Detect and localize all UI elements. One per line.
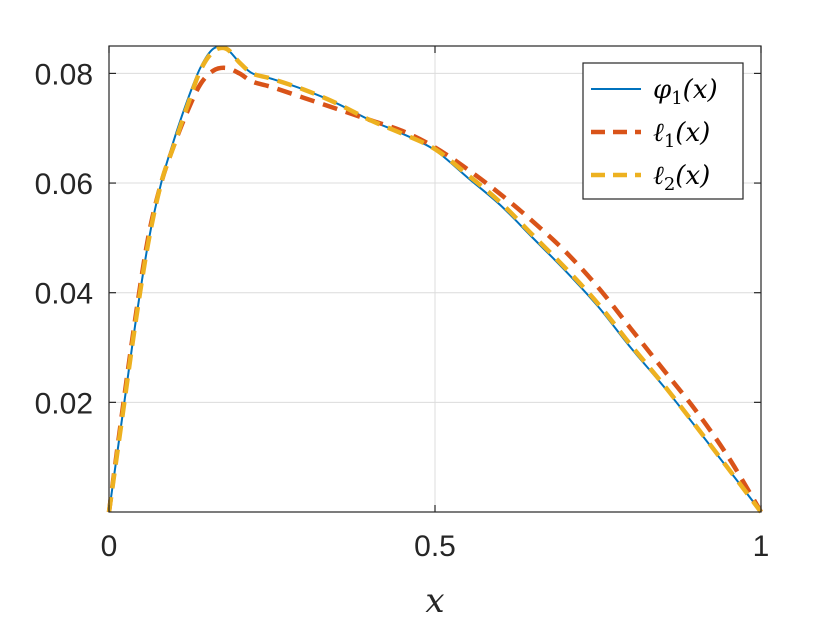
legend-label: ℓ2(x): [653, 161, 710, 195]
tick-labels: 0 0.5 1 0.02 0.04 0.06 0.08: [35, 58, 770, 563]
x-tick-label: 0: [101, 530, 118, 563]
legend-box: [582, 62, 744, 200]
legend-label: ℓ1(x): [653, 118, 710, 152]
tick-marks: [108, 46, 762, 512]
legend: φ1(x) ℓ1(x) ℓ2(x): [582, 62, 744, 200]
series-line-2: [106, 65, 763, 514]
x-axis-label: x: [425, 581, 444, 621]
y-tick-label: 0.04: [35, 278, 93, 311]
y-tick-label: 0.06: [35, 168, 93, 201]
x-tick-label: 0.5: [414, 530, 456, 563]
x-tick-label: 1: [753, 530, 770, 563]
y-tick-label: 0.08: [35, 58, 93, 91]
legend-label: φ1(x): [653, 75, 718, 109]
y-tick-label: 0.02: [35, 387, 93, 420]
series-lines: [106, 45, 763, 514]
series-line-3: [106, 45, 763, 514]
